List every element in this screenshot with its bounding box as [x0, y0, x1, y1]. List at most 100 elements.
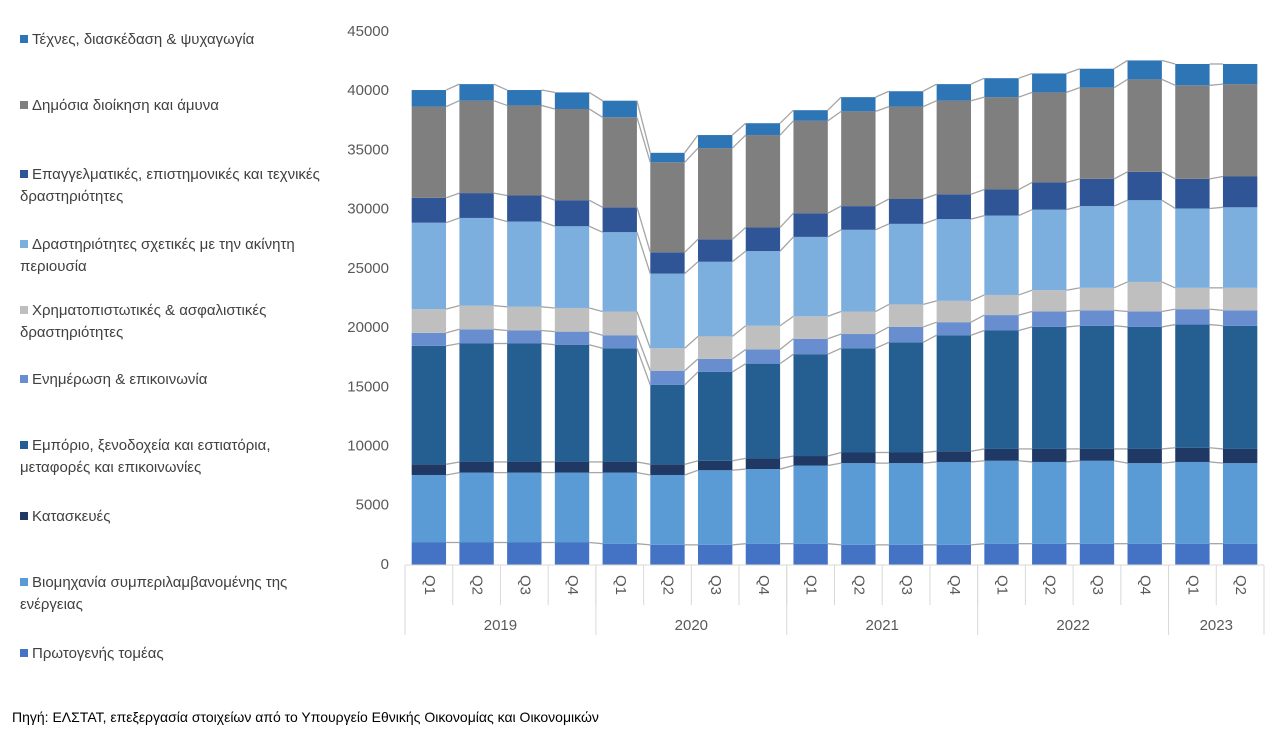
x-tick-label: Q4: [946, 575, 963, 595]
series-connector: [684, 469, 699, 476]
bar-segment: [936, 335, 971, 452]
series-connector: [779, 120, 794, 136]
bar-segment: [554, 92, 590, 109]
bar-segment: [888, 463, 924, 545]
bar-segment: [1079, 543, 1115, 565]
series-connector: [1066, 205, 1080, 211]
legend-item: Εμπόριο, ξενοδοχεία και εστιατόρια, μετα…: [20, 435, 332, 479]
bar-segment: [554, 200, 590, 227]
bar-segment: [1079, 325, 1115, 449]
bar-segment: [507, 461, 542, 473]
series-connector: [1018, 181, 1033, 191]
bar-segment: [698, 460, 733, 471]
series-connector: [1018, 310, 1033, 316]
bar-segment: [602, 543, 637, 565]
legend-item: Δραστηριότητες σχετικές με την ακίνητη π…: [20, 234, 332, 278]
series-connector: [588, 91, 603, 102]
bar-segment: [554, 331, 590, 345]
series-connector: [732, 457, 746, 462]
series-connector: [779, 464, 794, 470]
legend-label: Δραστηριότητες σχετικές με την ακίνητη π…: [20, 236, 295, 275]
series-connector: [827, 451, 842, 457]
series-connector: [636, 100, 651, 153]
series-connector: [731, 134, 747, 149]
bar-segment: [507, 330, 542, 344]
series-connector: [541, 342, 555, 346]
series-connector: [922, 334, 937, 343]
series-connector: [684, 261, 699, 275]
series-connector: [493, 217, 508, 223]
series-connector: [541, 306, 555, 309]
bar-segment: [1222, 463, 1258, 544]
series-connector: [445, 100, 460, 108]
legend-swatch: [20, 512, 28, 520]
series-connector: [970, 96, 985, 102]
legend-swatch: [20, 306, 28, 314]
series-connector: [970, 460, 985, 463]
x-tick-label: Q2: [1041, 575, 1058, 595]
bar-segment: [936, 100, 971, 195]
x-tick-label: Q2: [1232, 575, 1249, 595]
y-tick-label: 30000: [347, 201, 389, 218]
y-tick-label: 0: [381, 556, 389, 573]
series-connector: [588, 199, 603, 208]
series-connector: [875, 303, 890, 313]
bar-segment: [888, 544, 924, 565]
bar-segment: [459, 84, 494, 101]
bar-segment: [1222, 287, 1258, 311]
series-connector: [493, 304, 508, 308]
series-connector: [779, 109, 794, 124]
series-connector: [970, 543, 985, 546]
series-connector: [493, 83, 508, 91]
series-connector: [1018, 289, 1033, 296]
bar-segment: [1032, 543, 1067, 565]
x-tick-label: Q1: [612, 575, 629, 595]
bar-segment: [1079, 68, 1115, 88]
bar-segment: [411, 106, 447, 198]
legend-item: Βιομηχανία συμπεριλαμβανομένης της ενέργ…: [20, 572, 332, 616]
bar-segment: [1079, 206, 1115, 288]
series-connector: [1161, 447, 1176, 450]
series-connector: [684, 371, 699, 386]
legend-label: Πρωτογενής τομέας: [32, 645, 164, 662]
series-connector: [731, 122, 747, 136]
series-connector: [970, 214, 985, 220]
bar-segment: [602, 461, 637, 473]
series-connector: [1018, 209, 1033, 217]
bar-segment: [1127, 543, 1162, 565]
series-connector: [1018, 91, 1033, 98]
legend-swatch: [20, 649, 28, 657]
series-connector: [1113, 199, 1128, 207]
bar-segment: [1222, 543, 1258, 565]
x-tick-label: Q3: [898, 575, 915, 595]
source-note: Πηγή: ΕΛΣΤΑΤ, επεξεργασία στοιχείων από …: [12, 709, 599, 725]
series-connector: [1209, 308, 1224, 311]
bar-segment: [936, 84, 971, 101]
series-connector: [1114, 460, 1128, 464]
series-connector: [732, 543, 746, 546]
series-connector: [1066, 325, 1080, 328]
series-connector: [445, 192, 460, 199]
y-tick-label: 5000: [356, 497, 389, 514]
bar-segment: [888, 223, 924, 305]
series-connector: [779, 236, 794, 252]
series-connector: [684, 460, 699, 465]
bar-segment: [1175, 461, 1210, 544]
series-connector: [493, 192, 508, 197]
series-connector: [875, 326, 890, 335]
series-connector: [1209, 175, 1224, 180]
series-connector: [1066, 309, 1080, 313]
bar-segment: [793, 465, 828, 544]
x-tick-label: Q1: [421, 575, 438, 595]
legend-label: Επαγγελματικές, επιστημονικές και τεχνικ…: [20, 166, 320, 205]
bar-segment: [650, 474, 685, 545]
series-connector: [493, 328, 508, 332]
bar-segment: [793, 120, 828, 214]
series-connector: [636, 461, 651, 465]
bar-segment: [1032, 92, 1067, 183]
bar-segment: [650, 152, 685, 163]
series-connector: [779, 315, 794, 327]
series-connector: [1066, 87, 1081, 94]
